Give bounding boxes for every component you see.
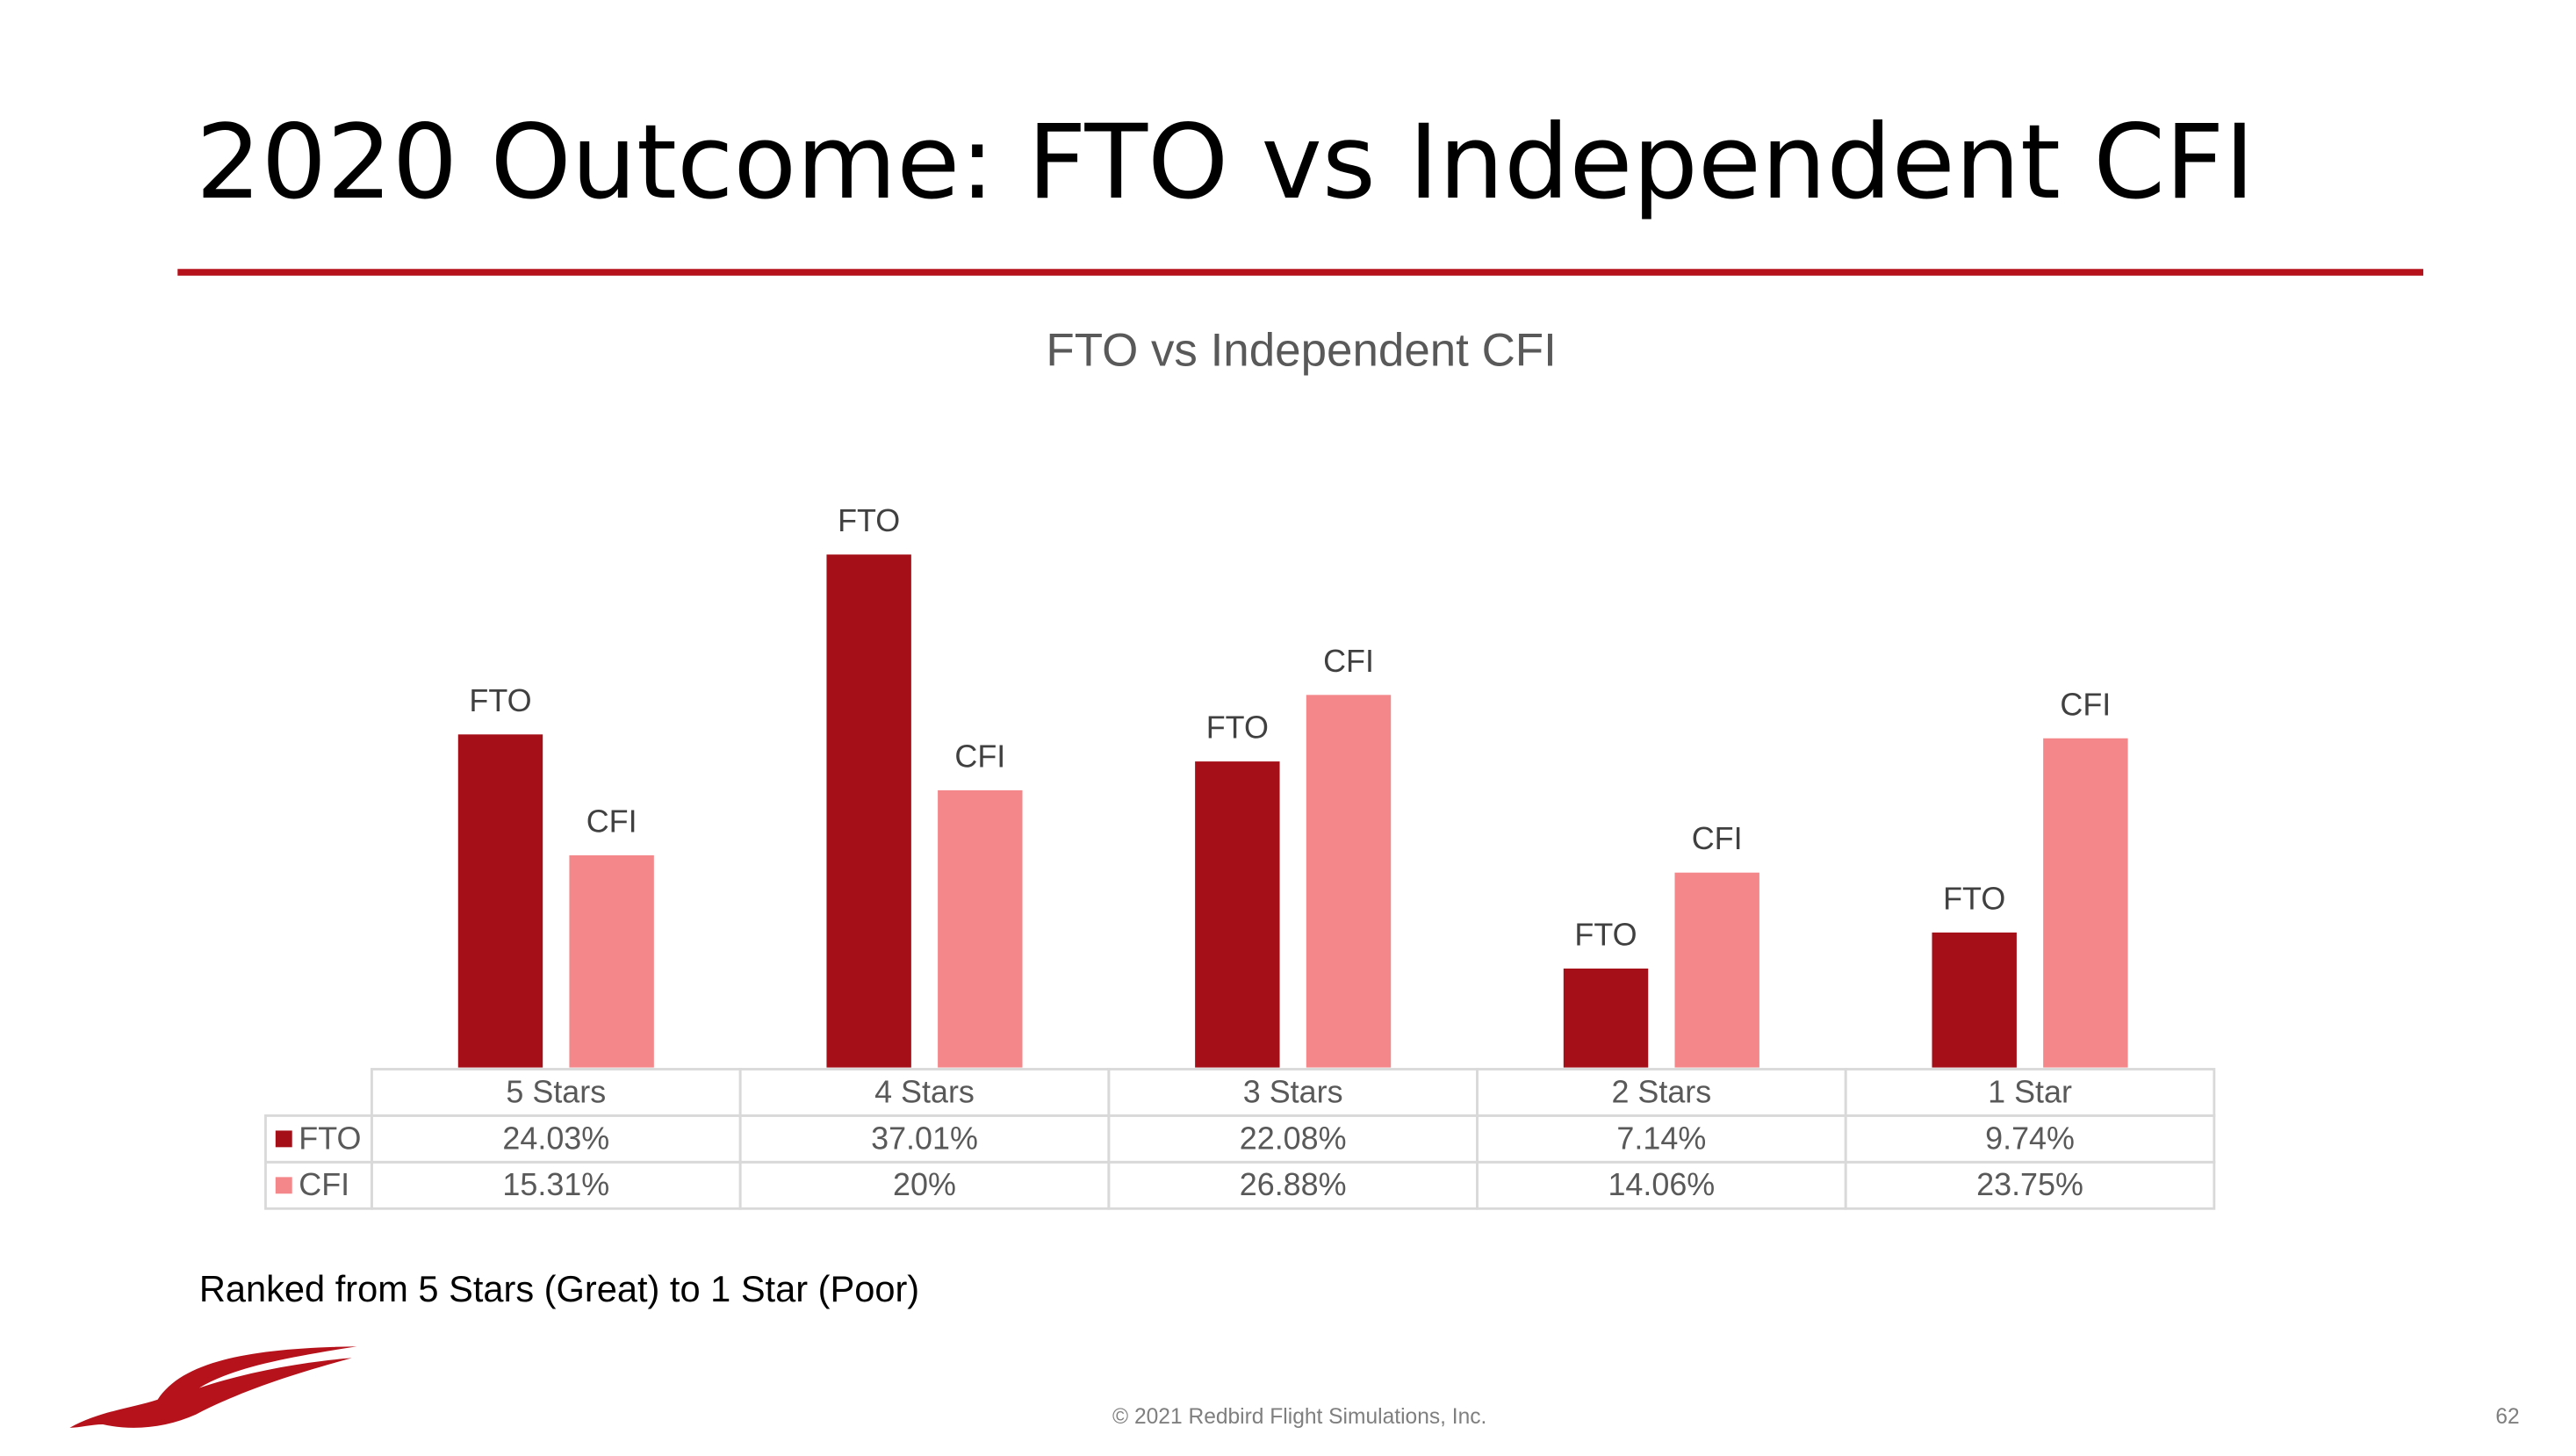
- table-cell: [1844, 1160, 2216, 1210]
- value-label: 26.88%: [1240, 1166, 1347, 1202]
- x-tick-label: 2 Stars: [1611, 1073, 1711, 1109]
- value-label: 24.03%: [502, 1120, 609, 1156]
- value-label: 14.06%: [1608, 1166, 1715, 1202]
- bar-label: FTO: [469, 682, 531, 718]
- value-label: 7.14%: [1616, 1120, 1706, 1156]
- bar: [1932, 932, 2017, 1068]
- bar: [1306, 695, 1392, 1068]
- bar-label: CFI: [954, 738, 1005, 774]
- bar-label: FTO: [838, 502, 900, 538]
- table-cell: [264, 1160, 373, 1210]
- bar: [826, 554, 911, 1068]
- chart-title: FTO vs Independent CFI: [1046, 325, 1556, 377]
- bar-label: FTO: [1574, 916, 1637, 952]
- value-label: 22.08%: [1240, 1120, 1347, 1156]
- x-tick-label: 3 Stars: [1243, 1073, 1343, 1109]
- footer: © 2021 Redbird Flight Simulations, Inc.: [1112, 1405, 1486, 1429]
- note: Ranked from 5 Stars (Great) to 1 Star (P…: [199, 1268, 919, 1309]
- bar: [1563, 968, 1649, 1068]
- slide-title: 2020 Outcome: FTO vs Independent CFI: [196, 102, 2255, 222]
- page-number: 62: [2495, 1405, 2519, 1429]
- value-label: 23.75%: [1976, 1166, 2083, 1202]
- value-label: 9.74%: [1985, 1120, 2075, 1156]
- bar: [938, 789, 1023, 1068]
- bar: [2043, 738, 2128, 1068]
- legend-label: FTO: [299, 1120, 361, 1156]
- x-tick-label: 4 Stars: [874, 1073, 975, 1109]
- bar-label: CFI: [2060, 686, 2111, 722]
- value-label: 37.01%: [871, 1120, 978, 1156]
- bar-label: CFI: [1692, 820, 1743, 856]
- bar: [1674, 872, 1759, 1068]
- logo: [69, 1346, 357, 1428]
- x-tick-label: 5 Stars: [506, 1073, 606, 1109]
- bar: [569, 854, 654, 1068]
- bar-label: FTO: [1206, 710, 1269, 746]
- bar-label: CFI: [1323, 643, 1374, 679]
- legend-label: CFI: [299, 1166, 349, 1202]
- bar: [1195, 761, 1280, 1068]
- value-label: 15.31%: [502, 1166, 609, 1202]
- bar-label: FTO: [1943, 880, 2005, 916]
- legend-swatch: [275, 1130, 292, 1148]
- bar-label: CFI: [586, 804, 637, 840]
- value-label: 20%: [893, 1166, 956, 1202]
- x-tick-label: 1 Star: [1988, 1073, 2072, 1109]
- legend-swatch: [275, 1177, 292, 1194]
- bar: [457, 734, 543, 1068]
